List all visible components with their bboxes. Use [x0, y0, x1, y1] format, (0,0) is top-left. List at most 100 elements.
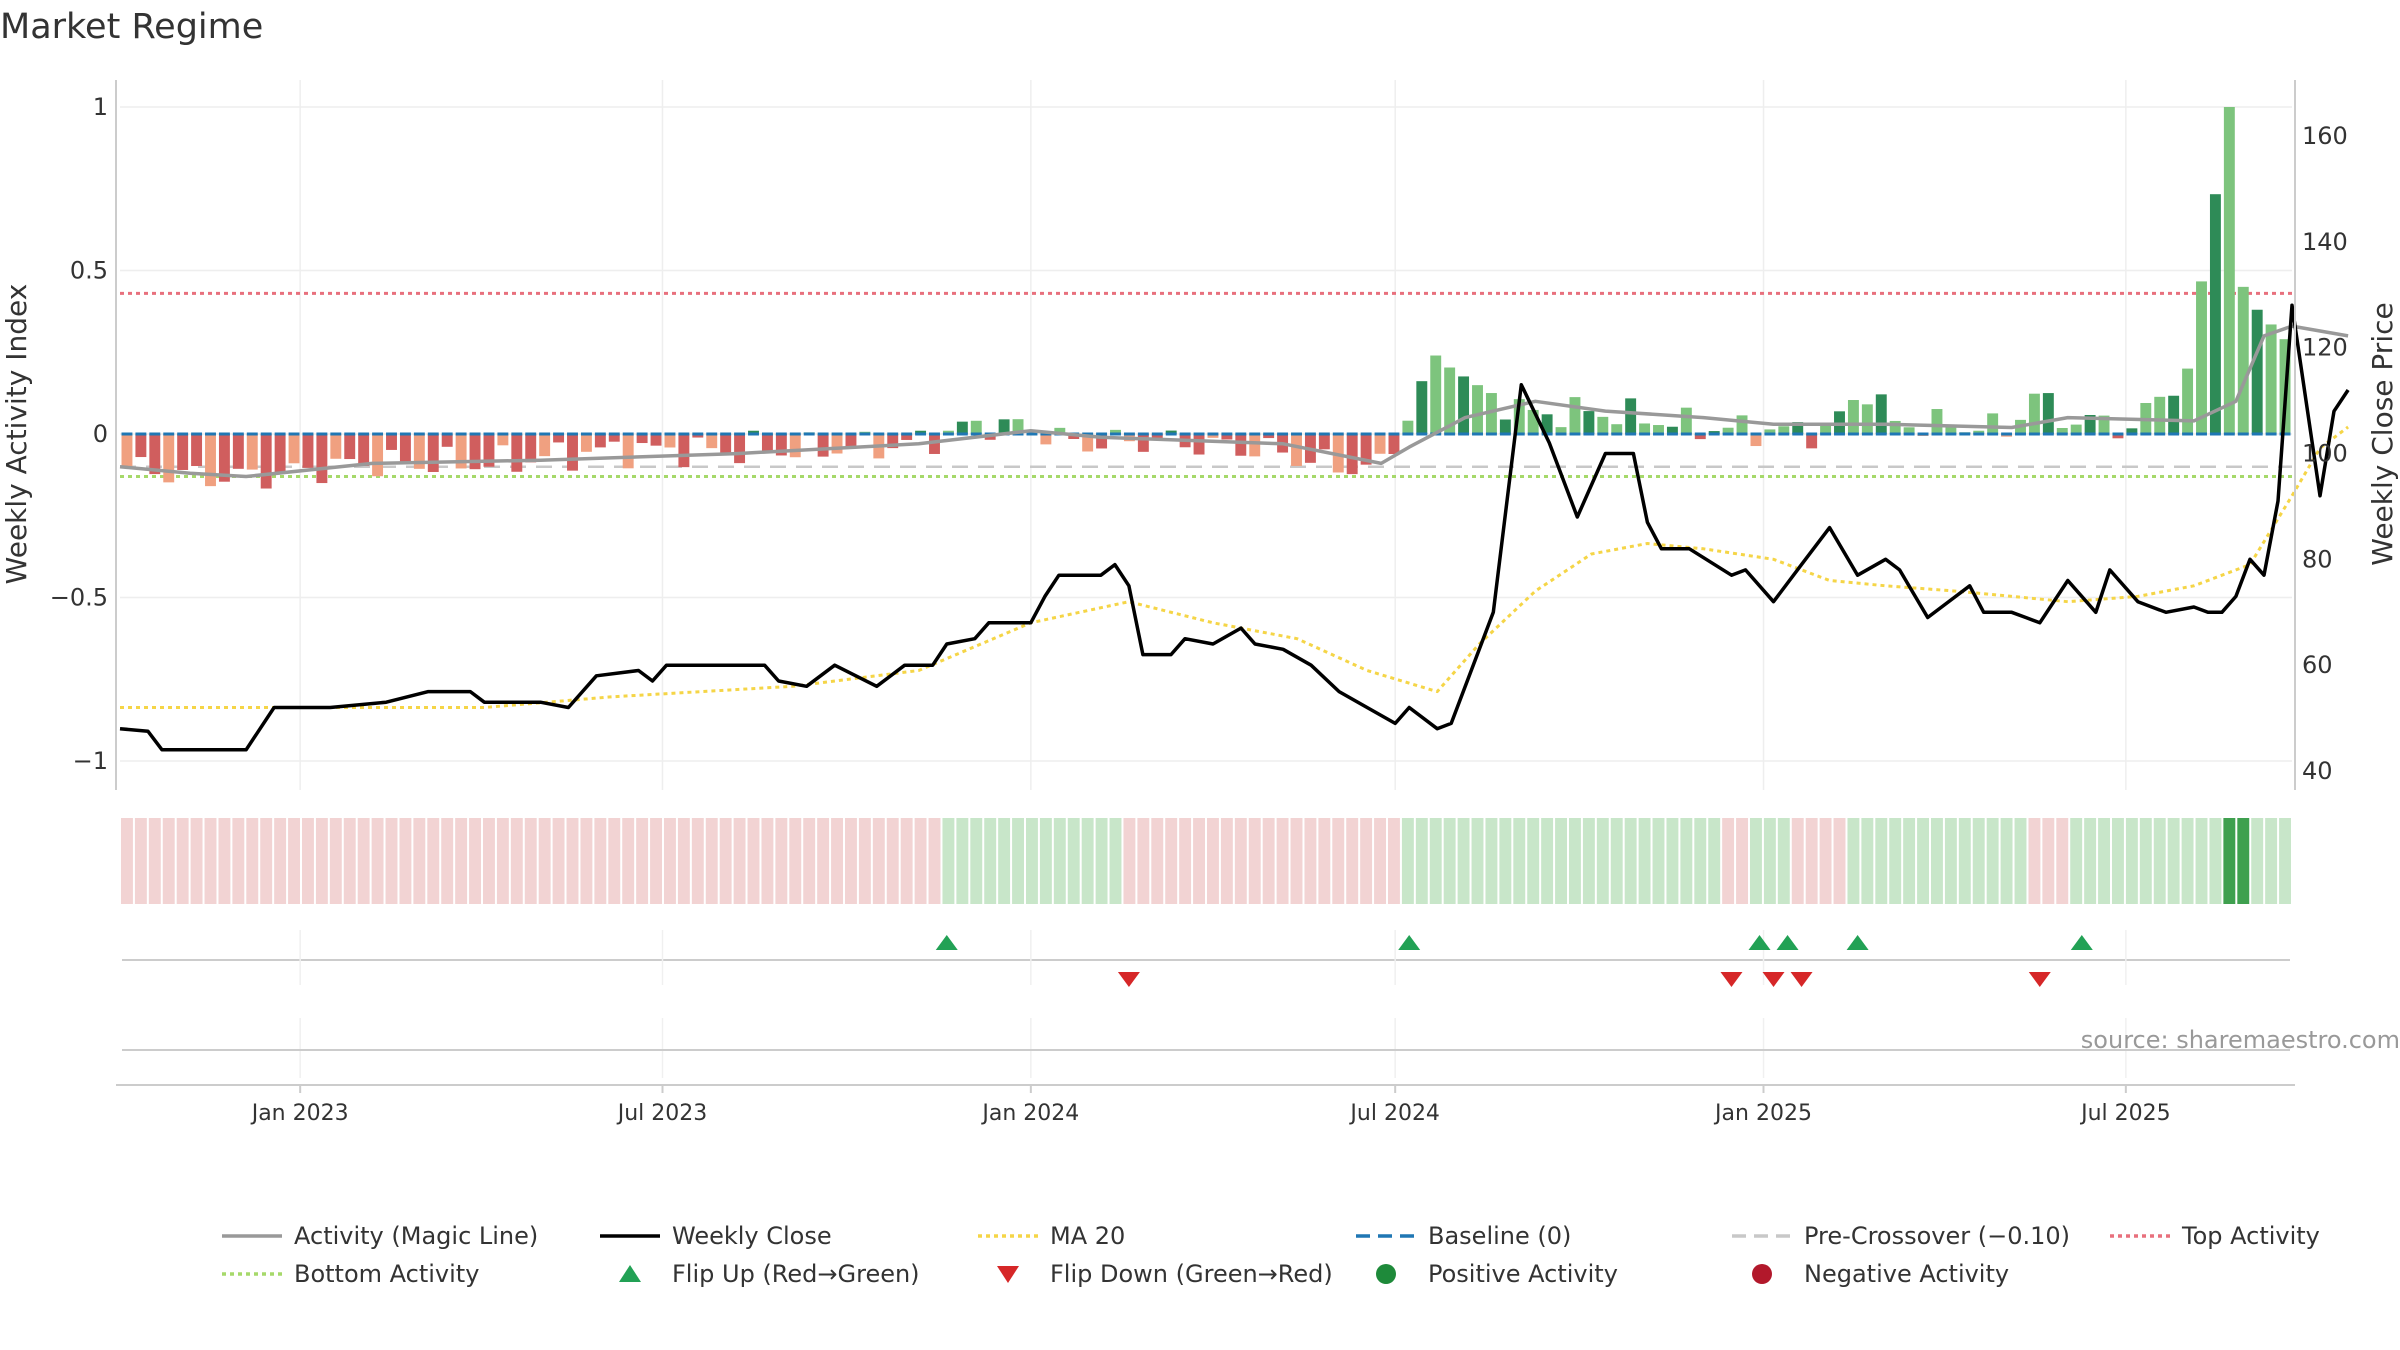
main-axes	[115, 80, 2296, 790]
activity-bar	[2209, 194, 2221, 434]
legend-label: MA 20	[1050, 1222, 1125, 1250]
activity-bar	[1666, 426, 1678, 434]
regime-cell	[1680, 818, 1693, 904]
activity-bar	[734, 434, 746, 464]
regime-cell	[677, 818, 690, 904]
regime-cell	[496, 818, 509, 904]
activity-bar	[316, 434, 328, 484]
source-note: source: sharemaestro.com	[2081, 1026, 2400, 1054]
legend-label: Pre-Crossover (−0.10)	[1804, 1222, 2070, 1250]
legend-swatch	[1752, 1264, 1772, 1284]
regime-cell	[2000, 818, 2013, 904]
weekly-close-line	[119, 303, 2350, 752]
regime-cell	[232, 818, 245, 904]
regime-cell	[1763, 818, 1776, 904]
right-tick-label: 140	[2302, 228, 2348, 256]
regime-cell	[441, 818, 454, 904]
regime-cell	[831, 818, 843, 904]
activity-bar	[2056, 427, 2068, 434]
regime-cell	[900, 818, 913, 904]
regime-cell	[1109, 818, 1122, 904]
activity-bar	[205, 434, 216, 487]
legend-label: Negative Activity	[1804, 1260, 2009, 1288]
regime-cell	[1457, 818, 1470, 904]
activity-bar	[483, 434, 495, 467]
regime-cell	[357, 818, 370, 904]
legend-item: Activity (Magic Line)	[222, 1222, 538, 1250]
regime-cell	[1917, 818, 1929, 904]
regime-cell	[1471, 818, 1484, 904]
right-tick-label: 160	[2302, 122, 2348, 150]
activity-bar	[1082, 434, 1094, 452]
regime-cell	[789, 818, 802, 904]
flip-up-marker	[1776, 935, 1799, 950]
x-tick-label: Jul 2025	[2079, 1101, 2171, 1126]
activity-bar	[553, 434, 565, 443]
regime-cell	[288, 818, 300, 904]
regime-cell	[1067, 818, 1080, 904]
activity-bar	[1221, 434, 1233, 440]
regime-cell	[1374, 818, 1386, 904]
regime-cell	[2014, 818, 2027, 904]
activity-bar	[567, 434, 578, 471]
flip-up-marker	[935, 935, 958, 950]
activity-bar	[1137, 434, 1149, 452]
activity-bar	[1736, 415, 1748, 434]
activity-bar	[2028, 393, 2040, 434]
regime-cell	[2167, 818, 2180, 904]
regime-cell	[1137, 818, 1150, 904]
activity-bar	[1875, 394, 1887, 434]
regime-cell	[2237, 818, 2250, 904]
x-tick-label: Jul 2024	[1348, 1101, 1440, 1126]
regime-cell	[1652, 818, 1665, 904]
grid-lines	[120, 80, 2292, 790]
regime-cell	[2112, 818, 2124, 904]
activity-bar	[2223, 107, 2235, 434]
activity-bar	[901, 434, 913, 440]
regime-cell	[2279, 818, 2291, 904]
flip-down-marker	[2028, 972, 2051, 987]
activity-bar	[1458, 376, 1470, 434]
activity-bar	[1151, 434, 1163, 440]
regime-cell	[2056, 818, 2069, 904]
activity-bar	[1360, 434, 1372, 465]
regime-cell	[1875, 818, 1888, 904]
activity-bar	[1903, 427, 1915, 434]
ma20-line	[120, 425, 2350, 709]
activity-bar	[720, 434, 732, 453]
activity-bar	[1472, 385, 1483, 434]
regime-cell	[1290, 818, 1303, 904]
flip-markers	[935, 935, 2093, 987]
regime-cell	[1596, 818, 1609, 904]
activity-bar	[1388, 434, 1400, 454]
regime-cell	[1429, 818, 1442, 904]
left-axis-ticks: 1 0.5 0 −0.5 −1	[50, 93, 108, 775]
activity-bar	[998, 419, 1010, 434]
regime-cell	[399, 818, 412, 904]
regime-cell	[1123, 818, 1136, 904]
legend-item: Positive Activity	[1376, 1260, 1618, 1288]
regime-cell	[1193, 818, 1205, 904]
regime-cell	[1986, 818, 1999, 904]
left-tick-label: 1	[93, 93, 108, 121]
regime-cell	[2125, 818, 2138, 904]
regime-cell	[329, 818, 342, 904]
regime-cell	[413, 818, 426, 904]
activity-bar	[135, 434, 147, 458]
activity-bar	[2251, 309, 2263, 434]
regime-cell	[1555, 818, 1567, 904]
activity-bar	[1012, 419, 1024, 434]
legend-item: Baseline (0)	[1356, 1222, 1571, 1250]
activity-bar	[929, 434, 940, 454]
activity-bar	[1987, 413, 1999, 434]
activity-bar	[1973, 430, 1985, 434]
regime-cell	[2084, 818, 2097, 904]
regime-cell	[1791, 818, 1804, 904]
activity-bar	[1583, 411, 1595, 434]
regime-cell	[1039, 818, 1052, 904]
flip-down-marker	[1117, 972, 1140, 987]
regime-cell	[2153, 818, 2166, 904]
regime-cell	[1903, 818, 1916, 904]
activity-bar	[2182, 368, 2194, 434]
regime-cell	[1736, 818, 1748, 904]
